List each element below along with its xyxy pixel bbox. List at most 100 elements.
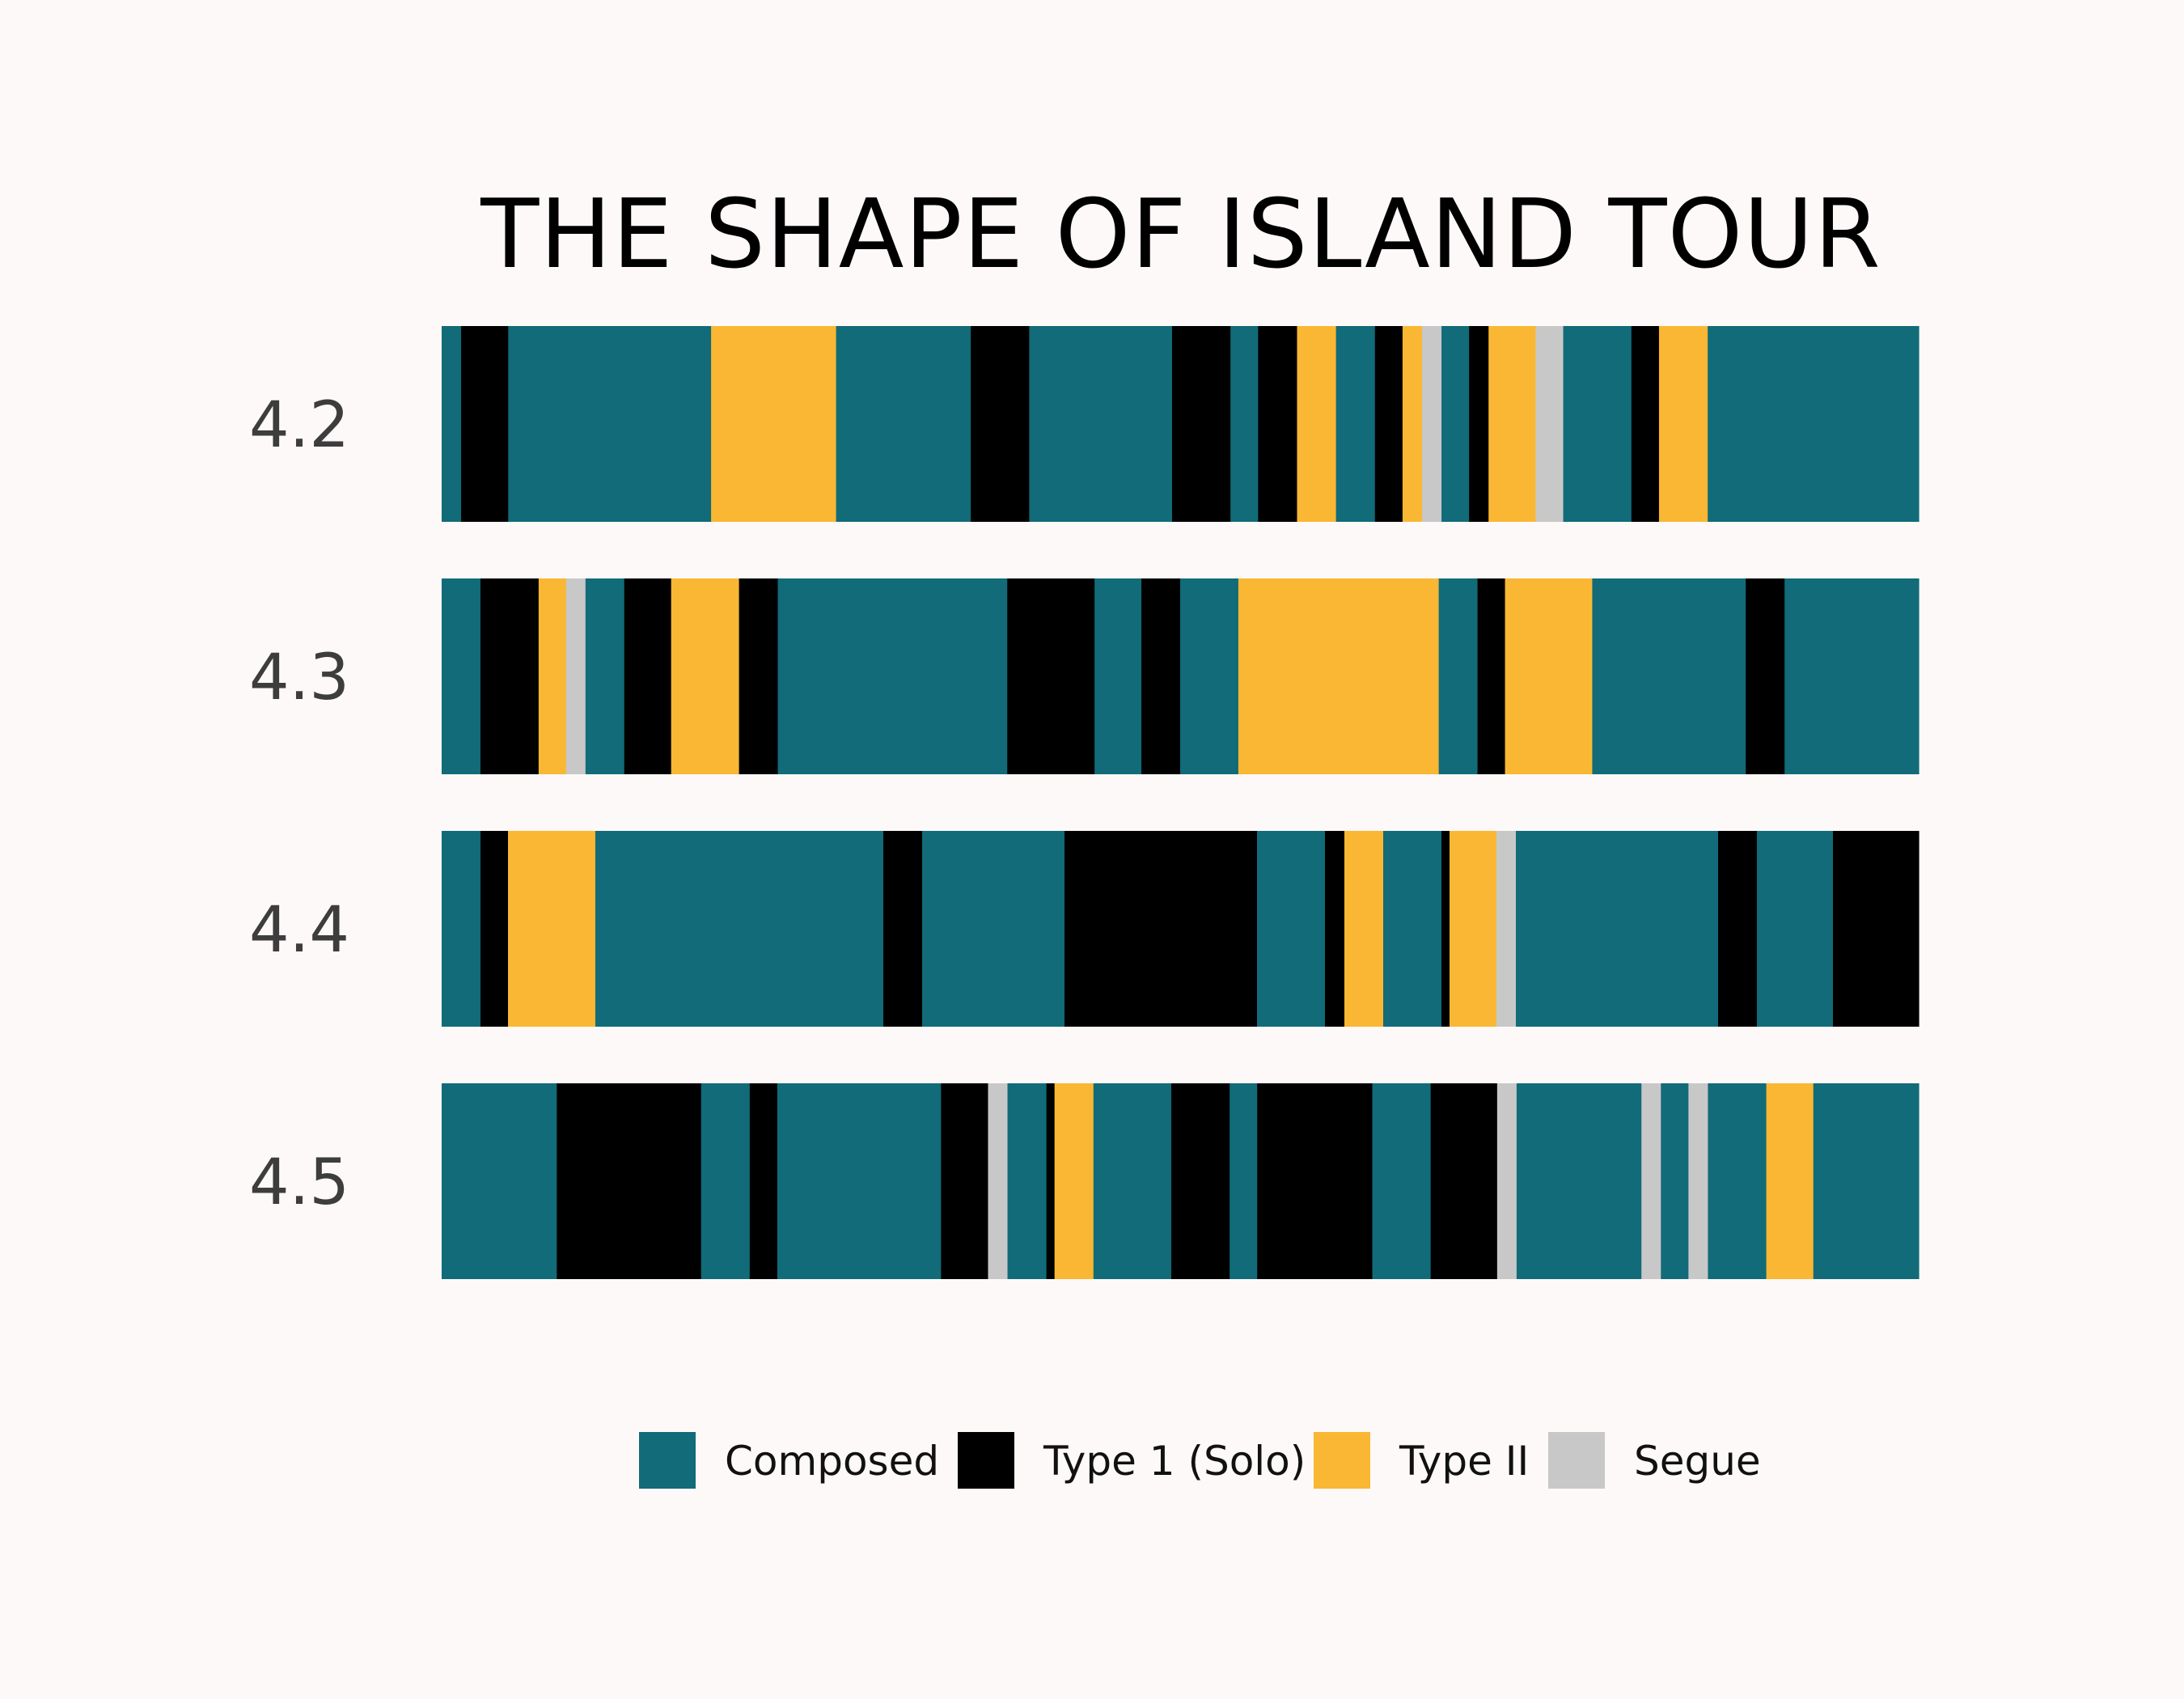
- segment-composed: [1441, 326, 1470, 522]
- segment-composed: [1757, 831, 1834, 1027]
- segment-type-1-solo: [624, 578, 672, 774]
- chart-title: THE SHAPE OF ISLAND TOUR: [480, 178, 1881, 290]
- segment-composed: [1708, 326, 1919, 522]
- row-4.5: 4.5: [249, 1083, 1919, 1279]
- row-label: 4.3: [249, 642, 349, 714]
- segment-type-1-solo: [1258, 326, 1298, 522]
- segment-segue: [1496, 831, 1517, 1027]
- legend-swatch: [1548, 1432, 1605, 1489]
- segment-type-1-solo: [749, 1083, 778, 1279]
- segment-composed: [1516, 831, 1719, 1027]
- segment-type-1-solo: [461, 326, 509, 522]
- segment-composed: [700, 1083, 751, 1279]
- segment-composed: [1257, 831, 1326, 1027]
- row-4.3: 4.3: [249, 578, 1919, 774]
- segment-type-ii: [671, 578, 740, 774]
- segment-composed: [836, 326, 971, 522]
- segment-type-ii: [1505, 578, 1594, 774]
- row-label: 4.5: [249, 1146, 349, 1219]
- segment-type-ii: [1766, 1083, 1814, 1279]
- row-4.4: 4.4: [249, 831, 1919, 1027]
- chart-rows: 4.2 4.3 4.4 4.5: [249, 326, 1919, 1279]
- segment-composed: [1383, 831, 1442, 1027]
- segment-composed: [1592, 578, 1746, 774]
- segment-type-ii: [1297, 326, 1337, 522]
- legend-item-composed: Composed: [639, 1432, 939, 1489]
- segment-composed: [585, 578, 625, 774]
- legend-item-segue: Segue: [1548, 1432, 1761, 1489]
- segment-composed: [1094, 578, 1142, 774]
- segment-type-1-solo: [1064, 831, 1258, 1027]
- segment-type-1-solo: [739, 578, 779, 774]
- segment-type-1-solo: [1441, 831, 1450, 1027]
- segment-composed: [1516, 1083, 1642, 1279]
- legend-label: Segue: [1634, 1438, 1761, 1485]
- segment-segue: [988, 1083, 1009, 1279]
- segment-composed: [1563, 326, 1632, 522]
- segment-composed: [777, 578, 1008, 774]
- segment-segue: [1688, 1083, 1709, 1279]
- segment-composed: [1230, 326, 1259, 522]
- legend-label: Composed: [725, 1438, 939, 1485]
- segment-composed: [922, 831, 1065, 1027]
- segment-composed: [1708, 1083, 1767, 1279]
- segment-type-1-solo: [1046, 1083, 1056, 1279]
- legend-label: Type II: [1399, 1438, 1529, 1485]
- segment-composed: [1230, 1083, 1258, 1279]
- segment-segue: [1641, 1083, 1661, 1279]
- row-4.2: 4.2: [249, 326, 1919, 522]
- segment-type-1-solo: [1257, 1083, 1373, 1279]
- segment-segue: [1496, 1083, 1517, 1279]
- segment-type-1-solo: [1746, 578, 1785, 774]
- row-label: 4.2: [249, 389, 349, 462]
- legend-swatch: [1314, 1432, 1370, 1489]
- segment-composed: [1784, 578, 1919, 774]
- segment-type-ii: [538, 578, 567, 774]
- legend-item-type-ii: Type II: [1314, 1432, 1529, 1489]
- segment-type-ii: [1450, 831, 1497, 1027]
- segment-type-ii: [1488, 326, 1537, 522]
- segment-type-1-solo: [480, 831, 509, 1027]
- segment-composed: [777, 1083, 942, 1279]
- segment-composed: [442, 578, 481, 774]
- legend: Composed Type 1 (Solo) Type II Segue: [639, 1432, 1761, 1489]
- segment-composed: [1180, 578, 1239, 774]
- segment-composed: [1093, 1083, 1172, 1279]
- legend-item-type-1-solo: Type 1 (Solo): [958, 1432, 1306, 1489]
- segment-composed: [442, 831, 481, 1027]
- segment-segue: [1421, 326, 1442, 522]
- segment-type-1-solo: [1477, 578, 1506, 774]
- segment-composed: [1661, 1083, 1689, 1279]
- segment-composed: [1029, 326, 1173, 522]
- segment-type-1-solo: [1141, 578, 1181, 774]
- segment-composed: [442, 326, 462, 522]
- segment-type-1-solo: [1171, 326, 1231, 522]
- segment-type-1-solo: [1430, 1083, 1498, 1279]
- segment-type-1-solo: [1469, 326, 1489, 522]
- segment-segue: [565, 578, 586, 774]
- segment-type-ii: [1238, 578, 1440, 774]
- segment-type-1-solo: [1631, 326, 1660, 522]
- legend-swatch: [958, 1432, 1014, 1489]
- segment-composed: [442, 1083, 557, 1279]
- segment-type-ii: [1658, 326, 1708, 522]
- legend-swatch: [639, 1432, 696, 1489]
- segment-type-1-solo: [971, 326, 1030, 522]
- segment-composed: [508, 326, 712, 522]
- segment-composed: [1813, 1083, 1919, 1279]
- segment-type-1-solo: [1718, 831, 1758, 1027]
- segment-composed: [1372, 1083, 1432, 1279]
- segment-composed: [1438, 578, 1479, 774]
- segment-type-1-solo: [1374, 326, 1403, 522]
- segment-composed: [595, 831, 884, 1027]
- segment-type-1-solo: [557, 1083, 702, 1279]
- segment-segue: [1535, 326, 1564, 522]
- segment-type-1-solo: [883, 831, 923, 1027]
- legend-label: Type 1 (Solo): [1043, 1438, 1306, 1485]
- segment-composed: [1007, 1083, 1048, 1279]
- row-label: 4.4: [249, 894, 349, 967]
- segment-type-1-solo: [1833, 831, 1919, 1027]
- segment-type-ii: [711, 326, 837, 522]
- segment-type-1-solo: [480, 578, 540, 774]
